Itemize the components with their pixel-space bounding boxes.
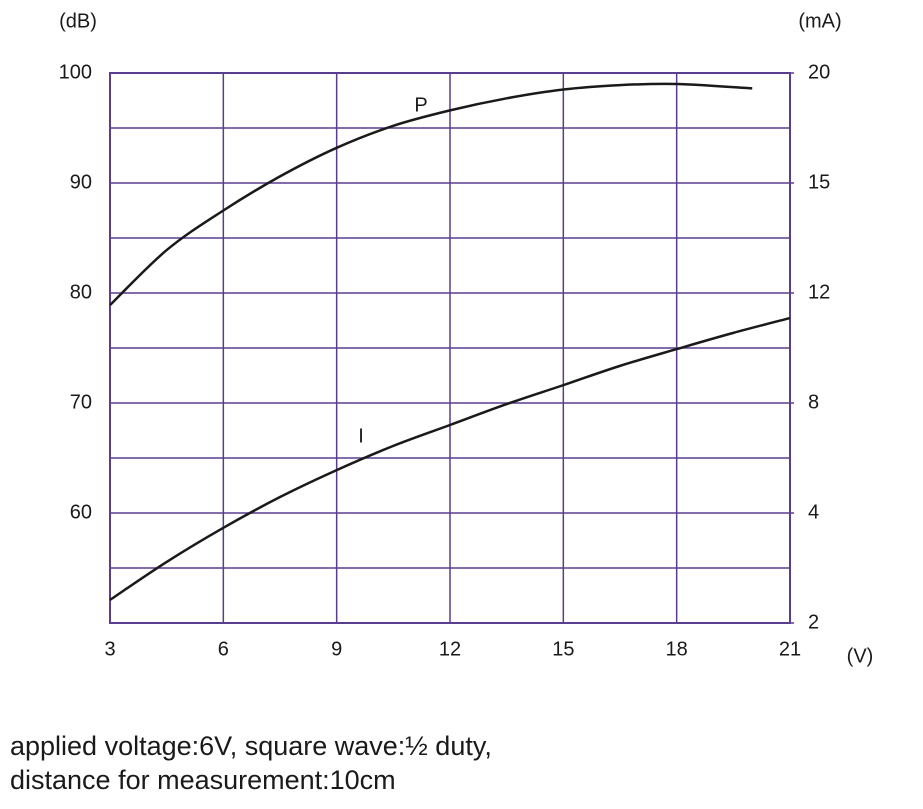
note: applied voltage:6V, square wave:½ duty, bbox=[10, 731, 492, 761]
y2-tick-label: 8 bbox=[808, 391, 819, 413]
x-tick-label: 18 bbox=[666, 638, 688, 660]
line-series bbox=[109, 316, 791, 601]
y-tick-label: 60 bbox=[70, 501, 92, 523]
x-tick-label: 15 bbox=[552, 638, 574, 660]
series-label: I bbox=[358, 425, 364, 447]
y2-axis-label: (mA) bbox=[798, 10, 841, 32]
x-tick-label: 12 bbox=[439, 638, 461, 660]
y-tick-label: 80 bbox=[70, 281, 92, 303]
x-tick-label: 9 bbox=[331, 638, 342, 660]
x-tick-label: 6 bbox=[218, 638, 229, 660]
x-tick-label: 21 bbox=[779, 638, 801, 660]
y-tick-label: 90 bbox=[70, 171, 92, 193]
x-tick-label: 3 bbox=[104, 638, 115, 660]
y2-tick-label: 12 bbox=[808, 281, 830, 303]
y-axis-label: (dB) bbox=[59, 10, 97, 32]
y2-tick-label: 20 bbox=[808, 61, 830, 83]
x-axis-label: (V) bbox=[847, 645, 874, 667]
y2-tick-label: 15 bbox=[808, 171, 830, 193]
plot-frame bbox=[109, 72, 791, 624]
note: distance for measurement:10cm bbox=[10, 765, 396, 795]
series-label: P bbox=[414, 94, 427, 116]
y2-tick-label: 4 bbox=[808, 501, 819, 523]
y-tick-label: 100 bbox=[59, 61, 92, 83]
line-series bbox=[109, 82, 753, 306]
y-tick-label: 70 bbox=[70, 391, 92, 413]
y2-tick-label: 2 bbox=[808, 611, 819, 633]
